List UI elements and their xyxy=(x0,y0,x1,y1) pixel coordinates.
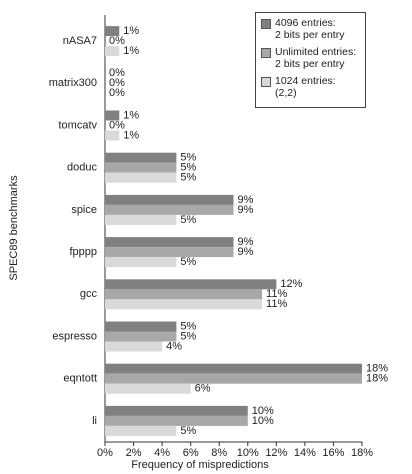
value-label: 18% xyxy=(366,363,388,375)
value-label: 5% xyxy=(180,162,196,174)
value-label: 5% xyxy=(180,152,196,164)
value-label: 1% xyxy=(123,45,139,57)
bar xyxy=(105,214,177,225)
x-tick-label: 14% xyxy=(294,447,316,459)
x-axis-title: Frequency of mispredictions xyxy=(131,459,269,471)
bar xyxy=(105,289,263,300)
x-tick-label: 0% xyxy=(97,447,113,459)
bar xyxy=(105,373,362,384)
value-label: 5% xyxy=(180,320,196,332)
bar xyxy=(105,130,120,141)
value-label: 0% xyxy=(109,119,125,131)
y-tick-label: matrix300 xyxy=(49,77,97,89)
y-tick-label: doduc xyxy=(67,162,97,174)
x-tick-label: 16% xyxy=(322,447,344,459)
x-tick-label: 10% xyxy=(237,447,259,459)
y-axis-title: SPEC89 benchmarks xyxy=(8,175,20,281)
bar xyxy=(105,172,177,183)
bar xyxy=(105,405,248,416)
value-label: 10% xyxy=(252,415,274,427)
value-label: 1% xyxy=(123,129,139,141)
bar xyxy=(105,415,248,426)
y-tick-label: li xyxy=(92,415,97,427)
bar xyxy=(105,204,234,215)
y-tick-label: fpppp xyxy=(69,246,97,258)
value-label: 11% xyxy=(266,288,287,300)
value-label: 9% xyxy=(238,246,254,258)
legend-swatch xyxy=(261,19,271,29)
value-label: 9% xyxy=(238,194,254,206)
x-tick-label: 18% xyxy=(351,447,373,459)
value-label: 1% xyxy=(123,25,139,37)
value-label: 5% xyxy=(180,172,196,184)
value-label: 0% xyxy=(109,77,125,89)
x-tick-label: 6% xyxy=(183,447,199,459)
value-label: 12% xyxy=(280,278,302,290)
value-label: 4% xyxy=(166,340,182,352)
bar xyxy=(105,46,120,57)
legend: 4096 entries: 2 bits per entry Unlimited … xyxy=(255,12,366,108)
value-label: 0% xyxy=(109,87,125,99)
bar xyxy=(105,257,177,268)
value-label: 6% xyxy=(195,383,211,395)
x-tick-label: 2% xyxy=(126,447,142,459)
legend-item: 1024 entries: (2,2) xyxy=(261,75,362,99)
bar xyxy=(105,279,277,290)
y-tick-label: espresso xyxy=(52,330,97,342)
bar xyxy=(105,110,120,121)
bar xyxy=(105,341,163,352)
x-tick-label: 12% xyxy=(265,447,287,459)
bar xyxy=(105,237,234,248)
value-label: 11% xyxy=(266,298,287,310)
x-tick-label: 8% xyxy=(211,447,227,459)
bar xyxy=(105,162,177,173)
value-label: 9% xyxy=(238,236,254,248)
value-label: 5% xyxy=(180,330,196,342)
legend-item: 4096 entries: 2 bits per entry xyxy=(261,17,362,41)
value-label: 5% xyxy=(180,256,196,268)
bar xyxy=(105,363,362,374)
legend-label: Unlimited entries: 2 bits per entry xyxy=(275,46,357,70)
y-tick-label: eqntott xyxy=(63,373,97,385)
bar xyxy=(105,194,234,205)
value-label: 5% xyxy=(180,425,196,437)
value-label: 9% xyxy=(238,204,254,216)
value-label: 1% xyxy=(123,109,139,121)
bar xyxy=(105,299,263,310)
value-label: 18% xyxy=(366,373,388,385)
y-tick-label: tomcatv xyxy=(58,119,97,131)
value-label: 0% xyxy=(109,35,125,47)
value-label: 10% xyxy=(252,405,274,417)
y-tick-label: spice xyxy=(71,204,97,216)
value-label: 0% xyxy=(109,67,125,79)
value-label: 5% xyxy=(180,214,196,226)
bar xyxy=(105,331,177,342)
bar xyxy=(105,26,120,37)
legend-item: Unlimited entries: 2 bits per entry xyxy=(261,46,362,70)
legend-label: 4096 entries: 2 bits per entry xyxy=(275,17,345,41)
y-tick-label: nASA7 xyxy=(63,35,97,47)
bar xyxy=(105,425,177,436)
legend-swatch xyxy=(261,48,271,58)
legend-label: 1024 entries: (2,2) xyxy=(275,75,336,99)
legend-swatch xyxy=(261,77,271,87)
bar xyxy=(105,152,177,163)
x-tick-label: 4% xyxy=(154,447,170,459)
y-tick-label: gcc xyxy=(80,288,98,300)
bar xyxy=(105,321,177,332)
bar xyxy=(105,383,191,394)
bar xyxy=(105,247,234,258)
